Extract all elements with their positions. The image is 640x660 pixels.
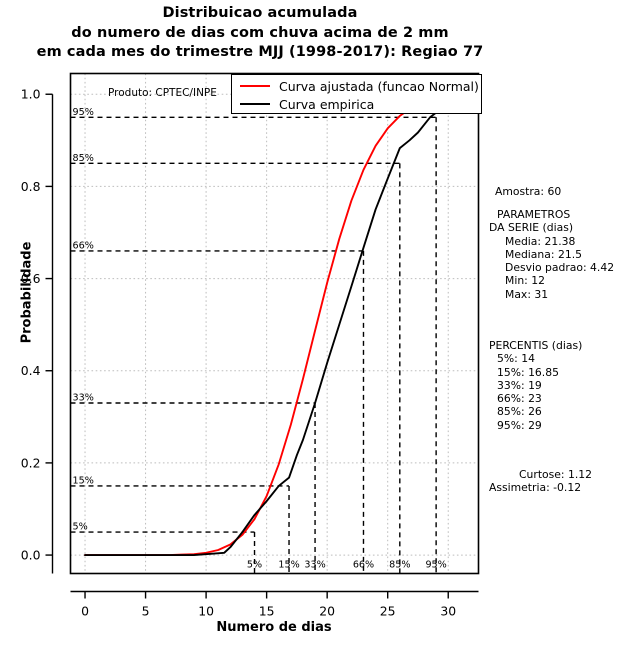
- stat-p15: 15%: 16.85: [497, 365, 559, 379]
- legend-label-empirical: Curva empirica: [279, 96, 375, 112]
- x-tick-label: 15: [259, 604, 275, 619]
- percentile-label-y: 66%: [73, 240, 94, 251]
- title-line-2: do numero de dias com chuva acima de 2 m…: [71, 24, 449, 41]
- x-tick-label: 20: [319, 604, 335, 619]
- x-tick-label: 25: [380, 604, 396, 619]
- stat-parametros-header-1: PARAMETROS: [497, 208, 571, 221]
- y-tick-label: 0.6: [21, 271, 41, 286]
- chart-legend: Curva ajustada (funcao Normal) Curva emp…: [231, 74, 482, 114]
- plot-border: [69, 72, 480, 575]
- x-tick-label: 30: [440, 604, 456, 619]
- legend-swatch-fitted: [240, 85, 270, 87]
- stats-parameters-block: PARAMETROS DA SERIE (dias) Media: 21.38 …: [489, 208, 614, 301]
- legend-item-fitted: Curva ajustada (funcao Normal): [240, 77, 479, 95]
- series-curva-empirica: [84, 93, 474, 557]
- y-tick-label: 0.8: [21, 179, 41, 194]
- title-line-1: Distribuicao acumulada: [162, 5, 358, 21]
- stat-curtose: Curtose: 1.12: [519, 468, 593, 481]
- x-tick-label: 0: [81, 604, 89, 619]
- percentile-label-x: 15%: [278, 560, 299, 571]
- percentile-label-x: 85%: [389, 560, 410, 571]
- y-tick-label: 0.0: [21, 547, 41, 562]
- gridlines: [70, 73, 479, 574]
- percentile-label-y: 95%: [73, 107, 94, 118]
- x-axis-label: Numero de dias: [216, 620, 332, 635]
- stat-p85: 85%: 26: [497, 405, 542, 419]
- stat-p66: 66%: 23: [497, 392, 542, 406]
- stat-p95: 95%: 29: [497, 418, 542, 432]
- stat-desvio-padrao: Desvio padrao: 4.42: [505, 261, 615, 275]
- legend-swatch-empirical: [240, 103, 270, 105]
- y-axis-label: Probabilidade: [19, 241, 35, 344]
- percentile-label-x: 66%: [353, 560, 374, 571]
- stat-assimetria: Assimetria: -0.12: [489, 481, 582, 495]
- percentile-label-y: 5%: [73, 522, 88, 533]
- stat-min: Min: 12: [505, 274, 545, 288]
- stat-amostra: Amostra: 60: [495, 185, 562, 198]
- percentile-label-y: 15%: [73, 475, 94, 486]
- x-tick-label: 10: [198, 604, 214, 619]
- percentile-labels: 5% 15% 33% 66% 85% 95% 5% 15% 33% 66% 85% 95%: [73, 107, 447, 571]
- stats-sample-size: Amostra: 60: [495, 185, 561, 198]
- percentile-label-x: 33%: [304, 560, 325, 571]
- title-line-3: em cada mes do trimestre MJJ (1998-2017)…: [36, 44, 484, 60]
- stat-p5: 5%: 14: [497, 352, 535, 366]
- percentile-label-y: 33%: [73, 392, 94, 403]
- x-tick-label: 5: [142, 604, 150, 619]
- legend-item-empirical: Curva empirica: [240, 95, 374, 113]
- percentile-label-y: 85%: [73, 153, 94, 164]
- produto-credit: Produto: CPTEC/INPE: [108, 87, 217, 99]
- stat-max: Max: 31: [505, 287, 549, 301]
- stat-media: Media: 21.38: [505, 234, 576, 248]
- percentile-label-x: 5%: [247, 560, 262, 571]
- legend-label-fitted: Curva ajustada (funcao Normal): [279, 78, 479, 94]
- stat-p33: 33%: 19: [497, 378, 542, 392]
- percentile-guides: [70, 116, 437, 573]
- y-tick-label: 0.2: [21, 455, 41, 470]
- stats-moments-block: Curtose: 1.12 Assimetria: -0.12: [489, 468, 592, 495]
- stats-percentiles-block: PERCENTIS (dias) 5%: 14 15%: 16.85 33%: …: [489, 339, 582, 432]
- axes: 0 5 10 15 20 25 30 0.0 0.2 0.4 0.6 0.8 1.0: [21, 87, 479, 619]
- stat-parametros-header-2: DA SERIE (dias): [489, 221, 574, 235]
- stat-mediana: Mediana: 21.5: [505, 247, 582, 261]
- y-tick-label: 0.4: [21, 363, 41, 378]
- percentile-label-x: 95%: [425, 560, 446, 571]
- page-title: Distribuicao acumulada do numero de dias…: [0, 4, 520, 63]
- stat-percentis-header: PERCENTIS (dias): [489, 339, 583, 352]
- y-tick-label: 1.0: [21, 87, 41, 102]
